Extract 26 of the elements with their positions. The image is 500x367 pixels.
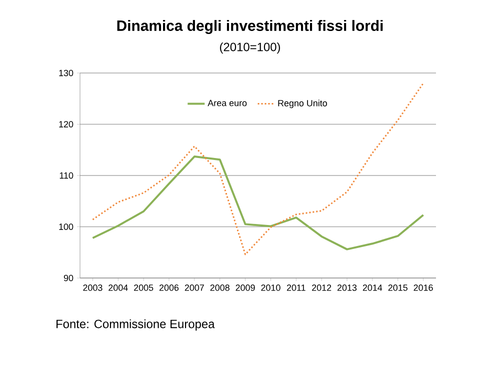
- x-tick-label: 2003: [83, 284, 102, 291]
- y-tick-label: 120: [59, 121, 74, 128]
- x-tick-label: 2010: [261, 284, 280, 291]
- x-tick-label: 2005: [134, 284, 154, 291]
- x-tick-label: 2006: [159, 284, 179, 291]
- x-tick-label: 2008: [210, 284, 230, 291]
- x-tick-label: 2013: [337, 284, 357, 291]
- x-tick-label: 2012: [312, 284, 332, 291]
- x-tick-label: 2015: [388, 284, 408, 291]
- x-tick-label: 2007: [184, 284, 204, 291]
- x-tick-label: 2009: [236, 284, 255, 291]
- y-tick-label: 130: [59, 70, 74, 76]
- legend-label: Area euro: [208, 100, 247, 106]
- legend-label: Regno Unito: [278, 100, 327, 108]
- x-tick-label: 2016: [414, 284, 433, 291]
- chart-title: Dinamica degli investimenti fissi lordi: [117, 20, 383, 34]
- x-tick-label: 2011: [286, 284, 306, 291]
- y-tick-label: 90: [64, 274, 74, 282]
- chart-subtitle: (2010=100): [220, 42, 280, 54]
- y-tick-label: 110: [60, 172, 74, 179]
- x-tick-label: 2014: [362, 284, 382, 291]
- x-tick-label: 2004: [108, 284, 128, 291]
- source-note: Fonte: Commissione Europea: [56, 319, 215, 331]
- y-tick-label: 100: [59, 224, 74, 230]
- line-series: [92, 156, 424, 250]
- line-series: [92, 82, 424, 256]
